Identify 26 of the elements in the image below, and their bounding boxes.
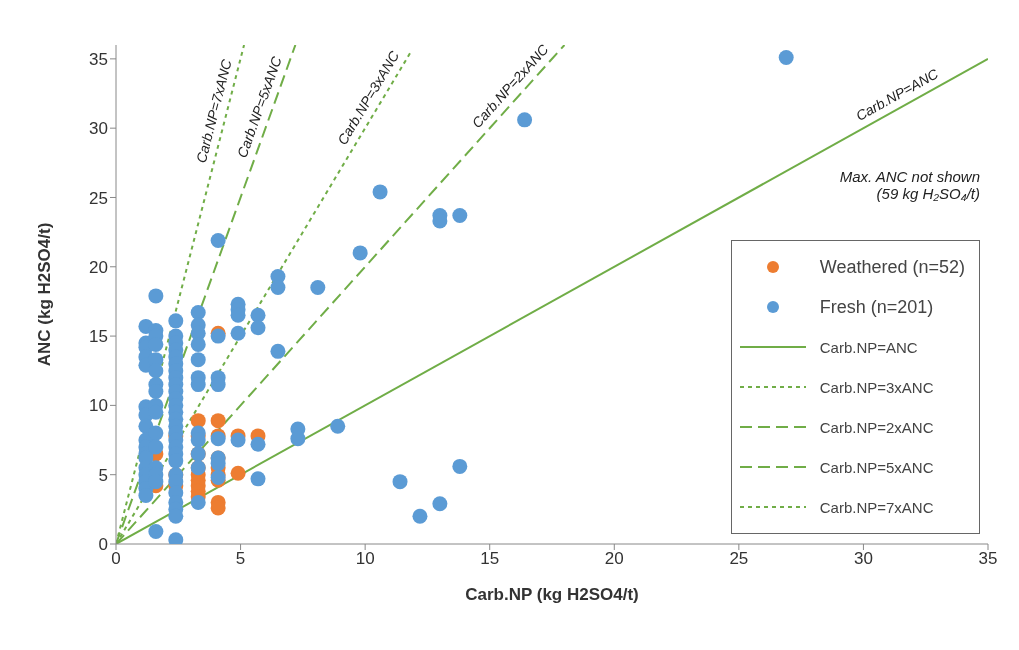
- y-tick-label: 30: [89, 119, 108, 139]
- x-tick-label: 5: [235, 549, 246, 569]
- y-tick-label: 35: [89, 49, 108, 69]
- legend-label: Fresh (n=201): [819, 296, 934, 318]
- y-tick-label: 25: [89, 188, 108, 208]
- y-tick-label: 5: [98, 465, 108, 485]
- x-tick-label: 30: [853, 549, 873, 569]
- x-tick-label: 35: [978, 549, 998, 569]
- legend-label: Carb.NP=ANC: [819, 338, 918, 356]
- legend-label: Carb.NP=7xANC: [819, 498, 934, 516]
- legend-label: Carb.NP=2xANC: [819, 418, 934, 436]
- x-tick-label: 15: [480, 549, 500, 569]
- x-tick-label: 10: [355, 549, 375, 569]
- y-tick-label: 10: [89, 396, 108, 416]
- x-tick-label: 0: [111, 549, 121, 569]
- legend-label: Carb.NP=5xANC: [819, 458, 934, 476]
- legend-label: Carb.NP=3xANC: [819, 378, 934, 396]
- y-tick-label: 20: [89, 257, 108, 277]
- x-tick-label: 20: [604, 549, 624, 569]
- x-tick-label: 25: [729, 549, 749, 569]
- y-tick-label: 15: [89, 327, 108, 347]
- y-axis-title: ANC (kg H2SO4/t): [35, 222, 55, 367]
- annotation: Max. ANC not shown (59 kg H₂SO₄/t): [839, 168, 980, 202]
- legend-label: Weathered (n=52): [819, 256, 965, 278]
- y-tick-label: 0: [98, 535, 108, 555]
- x-axis-title: Carb.NP (kg H2SO4/t): [465, 585, 639, 604]
